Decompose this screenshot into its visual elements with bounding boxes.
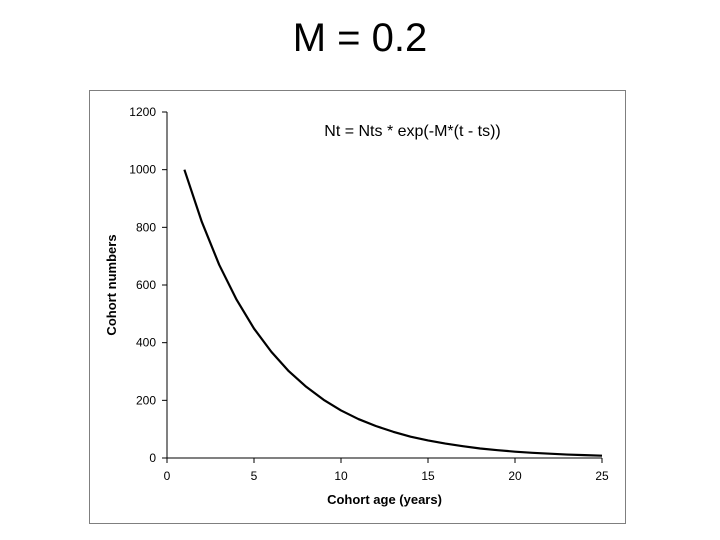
y-tick-label: 0: [149, 451, 156, 465]
x-tick-label: 20: [508, 469, 522, 483]
x-tick-label: 5: [251, 469, 258, 483]
y-tick-label: 600: [136, 278, 156, 292]
series-line-1: [183, 169, 603, 457]
chart-annotation: Nt = Nts * exp(-M*(t - ts)): [324, 123, 500, 140]
x-tick-label: 15: [421, 469, 435, 483]
y-tick-label: 1000: [129, 163, 156, 177]
x-tick-label: 10: [334, 469, 348, 483]
slide-title: M = 0.2: [292, 16, 428, 60]
y-tick-label: 1200: [129, 105, 156, 119]
y-tick-label: 200: [136, 393, 156, 407]
series-layer: [183, 169, 603, 457]
x-tick-label: 0: [164, 469, 171, 483]
y-tick-label: 400: [136, 336, 156, 350]
x-tick-label: 25: [595, 469, 609, 483]
y-axis-label: Cohort numbers: [104, 234, 119, 335]
x-axis-label: Cohort age (years): [327, 492, 442, 507]
axes: 0 200 400 600 800 1000 1200 0 5 10 15 20 25: [129, 105, 609, 483]
chart-frame: 0 200 400 600 800 1000 1200 0 5 10 15 20 25 Nt = Nts…: [89, 90, 626, 524]
y-tick-label: 800: [136, 220, 156, 234]
chart: 0 200 400 600 800 1000 1200 0 5 10 15 20 25 Nt = Nts…: [104, 105, 609, 507]
